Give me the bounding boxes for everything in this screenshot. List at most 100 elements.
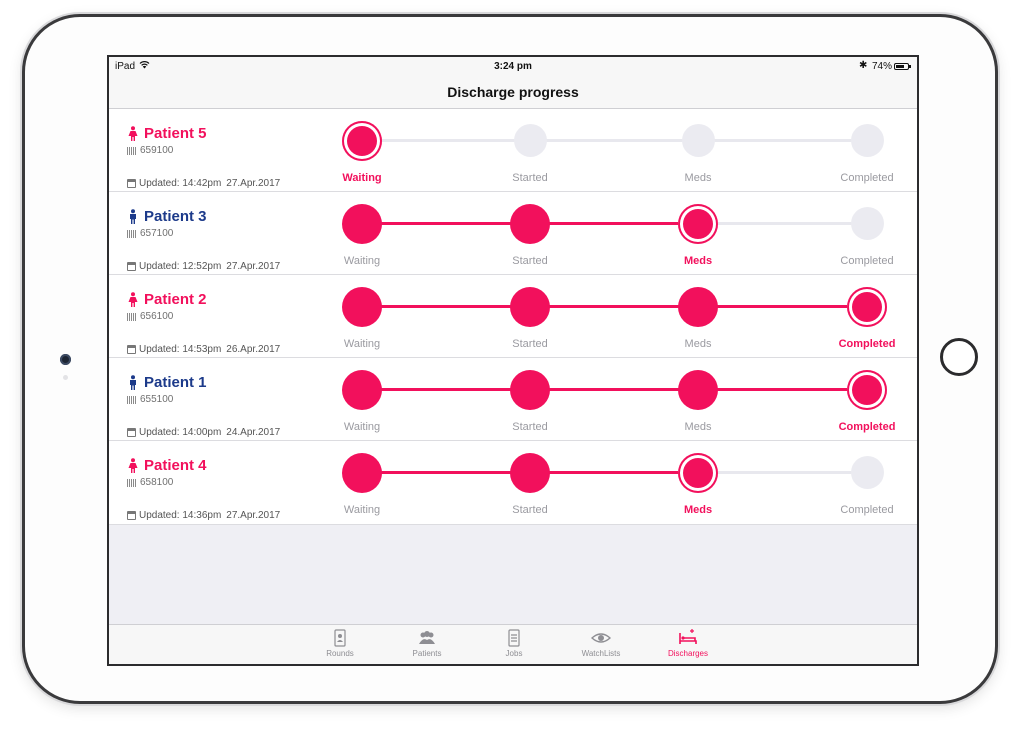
tab-rounds[interactable]: Rounds <box>305 627 375 658</box>
progress-track <box>362 305 867 308</box>
step-dot-completed[interactable] <box>847 287 887 327</box>
female-icon <box>127 292 139 307</box>
step-label-waiting: Waiting <box>343 504 381 516</box>
step-dot-waiting[interactable] <box>342 204 382 244</box>
updated-timestamp: Updated: 14:36pm 27.Apr.2017 <box>127 510 280 521</box>
step-dot-meds[interactable] <box>681 124 715 157</box>
updated-date: 27.Apr.2017 <box>226 178 281 189</box>
step-label-meds: Meds <box>684 421 712 433</box>
step-label-waiting: Waiting <box>343 255 381 267</box>
tab-discharges[interactable]: Discharges <box>653 627 723 658</box>
step-dot-meds[interactable] <box>678 287 718 327</box>
step-dot-waiting[interactable] <box>342 453 382 493</box>
step-dot-meds[interactable] <box>678 204 718 244</box>
barcode-icon <box>127 146 137 155</box>
patient-row[interactable]: Patient 2 656100 Updated: 14:53pm 26.Apr.20… <box>109 275 917 358</box>
navigation-bar: Discharge progress <box>109 77 917 109</box>
clipboard-badge-icon <box>330 629 350 647</box>
step-dot-completed[interactable] <box>847 370 887 410</box>
updated-date: 27.Apr.2017 <box>226 261 281 272</box>
patient-id-value: 657100 <box>140 228 174 239</box>
step-label-waiting: Waiting <box>343 338 381 350</box>
male-icon <box>127 209 139 224</box>
step-label-completed: Completed <box>838 421 896 433</box>
barcode-icon <box>127 478 137 487</box>
step-dot-waiting[interactable] <box>342 121 382 161</box>
tab-bar: Rounds Patients Jobs WatchLists Discharges <box>109 624 917 664</box>
patient-id-value: 655100 <box>140 394 174 405</box>
step-dot-started[interactable] <box>510 204 550 244</box>
step-dot-started[interactable] <box>510 453 550 493</box>
patient-name: Patient 3 <box>127 208 207 225</box>
patient-row[interactable]: Patient 3 657100 Updated: 12:52pm 27.Apr.20… <box>109 192 917 275</box>
step-label-meds: Meds <box>684 338 712 350</box>
calendar-icon <box>127 428 136 437</box>
step-label-started: Started <box>512 172 548 184</box>
step-dot-started[interactable] <box>513 124 547 157</box>
progress-track <box>362 139 867 142</box>
updated-timestamp: Updated: 14:53pm 26.Apr.2017 <box>127 344 280 355</box>
step-label-waiting: Waiting <box>343 421 381 433</box>
female-icon <box>127 126 139 141</box>
patient-row[interactable]: Patient 1 655100 Updated: 14:00pm 24.Apr.20… <box>109 358 917 441</box>
updated-time: Updated: 14:53pm <box>139 344 222 355</box>
tab-patients[interactable]: Patients <box>392 627 462 658</box>
calendar-icon <box>127 179 136 188</box>
calendar-icon <box>127 511 136 520</box>
patient-row[interactable]: Patient 4 658100 Updated: 14:36pm 27.Apr.20… <box>109 441 917 525</box>
step-dot-meds[interactable] <box>678 370 718 410</box>
step-dot-meds[interactable] <box>678 453 718 493</box>
male-icon <box>127 375 139 390</box>
eye-icon <box>590 629 612 647</box>
battery-icon <box>894 63 911 70</box>
home-button[interactable] <box>940 338 978 376</box>
updated-date: 27.Apr.2017 <box>226 510 281 521</box>
patient-id-value: 658100 <box>140 477 174 488</box>
patient-id: 656100 <box>127 311 173 322</box>
discharge-list: Patient 5 659100 Updated: 14:42pm 27.Apr.20… <box>109 109 917 525</box>
progress-track <box>362 471 867 474</box>
tab-jobs[interactable]: Jobs <box>479 627 549 658</box>
tab-label: Patients <box>412 649 442 658</box>
patient-id: 659100 <box>127 145 173 156</box>
updated-timestamp: Updated: 14:42pm 27.Apr.2017 <box>127 178 280 189</box>
step-dot-completed[interactable] <box>850 207 884 240</box>
updated-time: Updated: 14:00pm <box>139 427 222 438</box>
patient-name-label: Patient 3 <box>144 208 207 225</box>
updated-date: 26.Apr.2017 <box>226 344 281 355</box>
status-bar: iPad 3:24 pm ✱ 74% <box>109 57 917 77</box>
battery-percent: 74% <box>872 61 893 72</box>
wifi-icon <box>139 61 150 69</box>
patient-id-value: 656100 <box>140 311 174 322</box>
updated-time: Updated: 14:42pm <box>139 178 222 189</box>
step-dot-waiting[interactable] <box>342 287 382 327</box>
patient-name-label: Patient 5 <box>144 125 207 142</box>
step-label-started: Started <box>512 338 548 350</box>
tab-label: Rounds <box>326 649 354 658</box>
step-dot-started[interactable] <box>510 370 550 410</box>
patient-row[interactable]: Patient 5 659100 Updated: 14:42pm 27.Apr.20… <box>109 109 917 192</box>
patient-name: Patient 4 <box>127 457 207 474</box>
updated-time: Updated: 14:36pm <box>139 510 222 521</box>
calendar-icon <box>127 262 136 271</box>
step-label-started: Started <box>512 504 548 516</box>
calendar-icon <box>127 345 136 354</box>
step-dot-waiting[interactable] <box>342 370 382 410</box>
patient-name-label: Patient 1 <box>144 374 207 391</box>
step-label-started: Started <box>512 421 548 433</box>
step-label-completed: Completed <box>838 338 896 350</box>
female-icon <box>127 458 139 473</box>
patient-name: Patient 5 <box>127 125 207 142</box>
step-label-meds: Meds <box>683 255 713 267</box>
people-group-icon <box>417 629 437 647</box>
progress-track-fill <box>362 305 867 308</box>
bluetooth-icon: ✱ <box>859 60 868 71</box>
step-dot-started[interactable] <box>510 287 550 327</box>
step-label-started: Started <box>512 255 548 267</box>
step-dot-completed[interactable] <box>850 456 884 489</box>
patient-id: 657100 <box>127 228 173 239</box>
status-time: 3:24 pm <box>494 61 532 72</box>
patient-name-label: Patient 4 <box>144 457 207 474</box>
tab-watchlists[interactable]: WatchLists <box>566 627 636 658</box>
step-dot-completed[interactable] <box>850 124 884 157</box>
